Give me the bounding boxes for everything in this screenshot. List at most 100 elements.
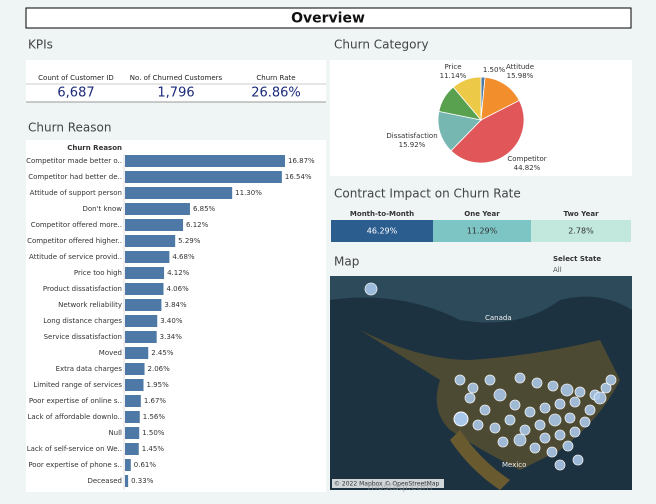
column-header: One Year bbox=[464, 210, 500, 218]
chart-title: Churn Reason bbox=[28, 121, 111, 135]
map-point bbox=[531, 377, 543, 389]
attribution-box bbox=[332, 479, 444, 488]
column-header: Churn Reason bbox=[67, 144, 122, 152]
value-label: 1.56% bbox=[143, 413, 166, 421]
category-label: Competitor made better o.. bbox=[26, 157, 122, 165]
slice-value: 15.98% bbox=[507, 72, 534, 80]
map-attribution: © 2022 Mapbox © OpenStreetMap bbox=[334, 481, 440, 488]
slice-value: 1.50% bbox=[483, 66, 506, 74]
map-point bbox=[600, 382, 612, 394]
value-label: 5.29% bbox=[178, 237, 201, 245]
map-point bbox=[509, 399, 521, 411]
bar bbox=[125, 283, 164, 295]
map-point bbox=[539, 402, 551, 414]
table-cell bbox=[531, 220, 631, 242]
bar bbox=[125, 379, 144, 391]
bar bbox=[125, 459, 131, 471]
filter-value[interactable]: All bbox=[553, 266, 562, 274]
value-label: 16.87% bbox=[288, 157, 315, 165]
slice-name: Dissatisfaction bbox=[386, 132, 437, 140]
kpi-label: Count of Customer ID bbox=[38, 74, 114, 82]
bar bbox=[125, 251, 170, 263]
map-label: Canada bbox=[485, 314, 512, 322]
category-label: Null bbox=[108, 429, 122, 437]
category-label: Competitor had better de.. bbox=[28, 173, 122, 181]
map-point bbox=[564, 412, 576, 424]
bar bbox=[125, 299, 162, 311]
map-point bbox=[560, 383, 574, 397]
bar bbox=[125, 331, 157, 343]
map-point bbox=[453, 411, 469, 427]
bar bbox=[125, 347, 149, 359]
map-point bbox=[593, 391, 607, 405]
value-label: 4.06% bbox=[167, 285, 190, 293]
map-point bbox=[513, 433, 527, 447]
bar bbox=[125, 475, 129, 487]
map-point bbox=[554, 459, 566, 471]
bar bbox=[125, 219, 184, 231]
value-label: 0.61% bbox=[134, 461, 157, 469]
value-label: 4.12% bbox=[167, 269, 190, 277]
map-label: Mexico bbox=[502, 461, 526, 469]
title-box bbox=[25, 7, 632, 29]
value-label: 1.45% bbox=[142, 445, 165, 453]
bar bbox=[125, 411, 140, 423]
map-point bbox=[584, 404, 596, 416]
map-point bbox=[464, 392, 476, 404]
kpi-title: KPIs bbox=[28, 38, 53, 52]
bar bbox=[125, 427, 140, 439]
map-point bbox=[364, 282, 378, 296]
bar bbox=[125, 315, 158, 327]
bar bbox=[125, 267, 165, 279]
bar bbox=[125, 187, 233, 199]
map-point bbox=[562, 440, 574, 452]
bar bbox=[125, 443, 139, 455]
value-label: 1.95% bbox=[146, 381, 169, 389]
value-label: 16.54% bbox=[285, 173, 312, 181]
map-point bbox=[569, 426, 581, 438]
table-cell bbox=[433, 220, 531, 242]
map-point bbox=[497, 436, 509, 448]
map-point bbox=[514, 372, 526, 384]
map-point bbox=[534, 419, 546, 431]
value-label: 4.68% bbox=[172, 253, 195, 261]
category-label: Network reliability bbox=[58, 301, 122, 309]
category-label: Extra data charges bbox=[56, 365, 123, 373]
map-point bbox=[493, 388, 507, 402]
bar bbox=[125, 235, 176, 247]
value-label: 3.34% bbox=[160, 333, 183, 341]
filter-label: Select State bbox=[553, 255, 601, 263]
pie-slice bbox=[452, 76, 482, 122]
table-cell bbox=[331, 220, 433, 242]
column-header: Month-to-Month bbox=[350, 210, 414, 218]
kpi-value: 6,687 bbox=[57, 86, 94, 101]
map-point bbox=[572, 454, 584, 466]
map-point bbox=[519, 424, 531, 436]
value-label: 3.40% bbox=[160, 317, 183, 325]
category-label: Limited range of services bbox=[33, 381, 122, 389]
category-label: Deceased bbox=[87, 477, 122, 485]
slice-value: 11.14% bbox=[440, 72, 467, 80]
pie-slice bbox=[450, 99, 525, 164]
column-header: Two Year bbox=[563, 210, 599, 218]
map-point bbox=[454, 374, 466, 386]
map-point bbox=[484, 374, 496, 386]
category-label: Long distance charges bbox=[43, 317, 122, 325]
category-label: Attitude of service provid.. bbox=[29, 253, 122, 261]
category-label: Poor expertise of online s.. bbox=[29, 397, 122, 405]
value-label: 1.50% bbox=[142, 429, 165, 437]
slice-name: Competitor bbox=[507, 155, 546, 163]
category-label: Product dissatisfaction bbox=[43, 285, 122, 293]
category-label: Competitor offered higher.. bbox=[27, 237, 122, 245]
value-label: 1.67% bbox=[144, 397, 167, 405]
category-label: Price too high bbox=[74, 269, 122, 277]
map-point bbox=[467, 382, 479, 394]
bar bbox=[125, 363, 145, 375]
slice-name: Price bbox=[444, 63, 461, 71]
value-label: 0.33% bbox=[131, 477, 154, 485]
bar bbox=[125, 203, 190, 215]
map-point bbox=[539, 432, 551, 444]
category-label: Moved bbox=[99, 349, 122, 357]
value-label: 6.12% bbox=[186, 221, 209, 229]
